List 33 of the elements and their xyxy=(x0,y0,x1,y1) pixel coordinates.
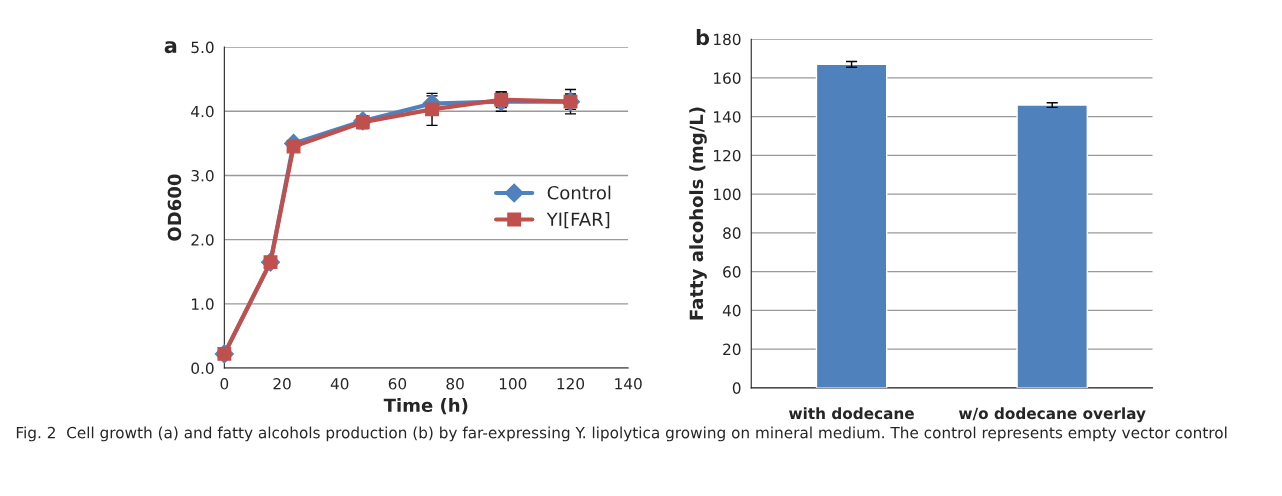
y-tick-label: 5.0 xyxy=(191,41,214,54)
y-tick-label: 100 xyxy=(714,188,741,201)
y-tick-label: 1.0 xyxy=(192,298,214,310)
x-axis-title: Time (h) xyxy=(383,398,468,415)
x-tick-label: 100 xyxy=(499,378,527,390)
y-tick-label: 120 xyxy=(714,149,741,162)
x-tick-label: w/o dodecane overlay xyxy=(958,407,1146,423)
x-tick-label: 80 xyxy=(446,378,464,390)
y-tick-label: 140 xyxy=(714,111,741,123)
y-tick-label: 80 xyxy=(723,227,741,239)
x-tick-label: 20 xyxy=(273,378,291,390)
y-tick-label: 40 xyxy=(722,304,741,317)
y-tick-label: 0.0 xyxy=(191,362,214,375)
legend-label: YI[FAR] xyxy=(546,212,610,229)
y-tick-label: 4.0 xyxy=(191,105,214,118)
y-tick-label: 3.0 xyxy=(191,169,214,182)
y-tick-label: 180 xyxy=(714,33,741,46)
x-tick-label: 140 xyxy=(615,378,642,390)
caption: Fig. 2 Cell growth (a) and fatty alcohols production (b) by far-expressing Y. lipolytica growing on mineral medium. The control represents empty vector control xyxy=(16,426,1227,442)
chart-title: b xyxy=(696,29,710,46)
x-tick-label: with dodecane xyxy=(789,407,914,420)
y-tick-label: 60 xyxy=(723,266,741,278)
y-tick-label: 2.0 xyxy=(191,234,214,246)
y-axis-title: OD600 xyxy=(167,174,182,241)
y-axis-title: Fatty alcohols (mg/L) xyxy=(689,107,707,320)
x-tick-label: 0 xyxy=(220,378,229,390)
y-tick-label: 160 xyxy=(714,72,741,84)
x-tick-label: 120 xyxy=(557,378,585,390)
y-tick-label: 20 xyxy=(723,343,741,356)
x-tick-label: 40 xyxy=(330,378,349,390)
chart-title: a xyxy=(164,41,177,54)
legend-label: Control xyxy=(547,185,611,200)
x-tick-label: 60 xyxy=(388,378,407,390)
